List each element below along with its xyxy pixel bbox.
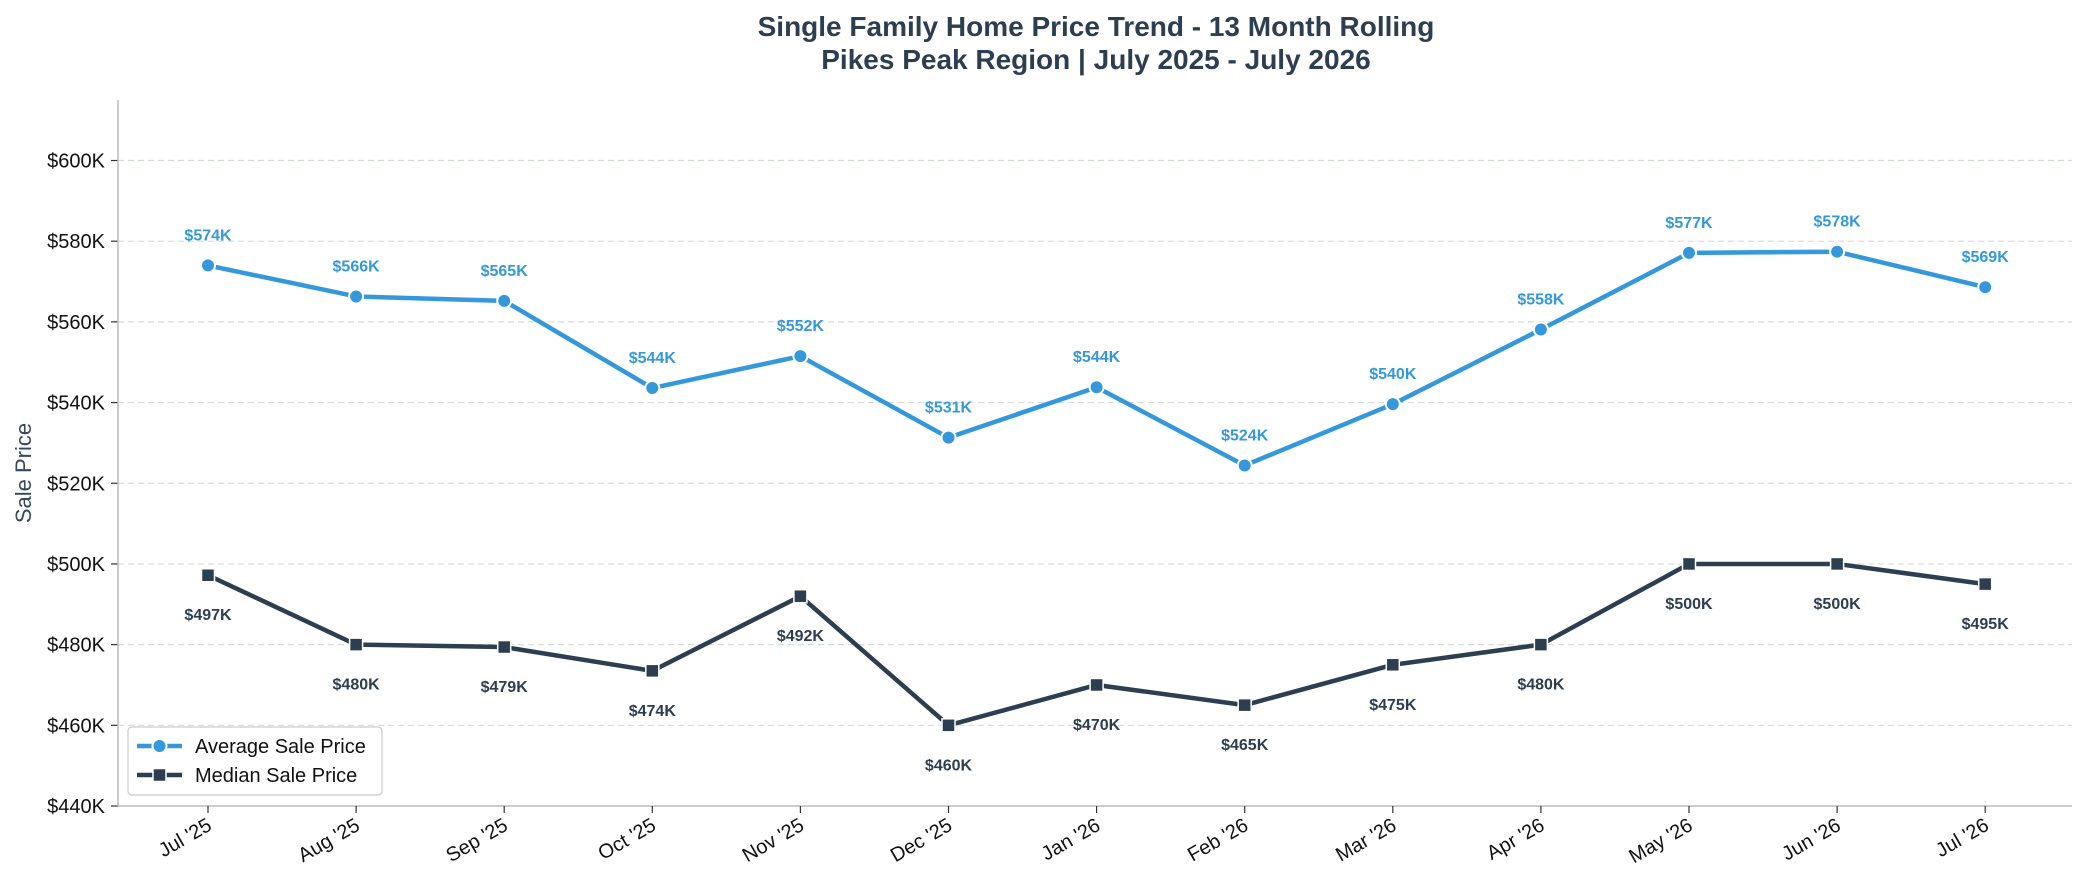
x-tick-label: Sep '25 bbox=[442, 814, 511, 867]
data-point bbox=[1236, 457, 1253, 474]
y-tick-label: $600K bbox=[47, 151, 105, 173]
y-tick-label: $500K bbox=[47, 554, 105, 576]
data-point bbox=[1385, 657, 1401, 673]
data-point bbox=[348, 637, 364, 652]
chart-title: Single Family Home Price Trend - 13 Mont… bbox=[758, 11, 1435, 42]
data-label: $577K bbox=[1665, 215, 1713, 232]
chart-subtitle: Pikes Peak Region | July 2025 - July 202… bbox=[821, 44, 1370, 75]
legend-box bbox=[127, 726, 383, 796]
data-point bbox=[496, 639, 512, 655]
data-point bbox=[1681, 556, 1697, 572]
data-label: $480K bbox=[333, 677, 381, 694]
data-label: $460K bbox=[925, 757, 973, 774]
x-tick-label: May '26 bbox=[1625, 814, 1696, 868]
data-point bbox=[1237, 697, 1252, 713]
x-tick-label: Mar '26 bbox=[1332, 814, 1400, 866]
data-point bbox=[941, 718, 956, 733]
data-point bbox=[1088, 379, 1105, 396]
data-point bbox=[792, 348, 809, 365]
data-point bbox=[940, 429, 957, 446]
data-label: $531K bbox=[925, 400, 973, 417]
x-tick-label: Oct '25 bbox=[594, 814, 659, 864]
data-point bbox=[1681, 244, 1697, 261]
data-point bbox=[1533, 637, 1549, 652]
data-point bbox=[644, 380, 661, 397]
x-tick-label: Jul '25 bbox=[155, 814, 216, 862]
data-label: $465K bbox=[1221, 737, 1269, 754]
data-point bbox=[1089, 677, 1104, 693]
grid-lines bbox=[118, 159, 2072, 726]
legend-swatch-marker bbox=[152, 767, 167, 783]
data-label: $552K bbox=[777, 318, 825, 335]
y-axis-label: Sale Price bbox=[11, 423, 36, 523]
y-tick-label: $540K bbox=[47, 393, 105, 415]
data-point bbox=[1977, 576, 1993, 592]
data-point bbox=[1977, 279, 1994, 296]
data-label: $569K bbox=[1962, 249, 2010, 266]
y-tick-label: $560K bbox=[47, 312, 105, 334]
x-tick-label: Nov '25 bbox=[739, 814, 808, 867]
data-label: $492K bbox=[777, 628, 825, 645]
x-tick-label: Jul '26 bbox=[1932, 814, 1993, 862]
data-label: $540K bbox=[1369, 366, 1417, 383]
data-label: $474K bbox=[629, 703, 677, 720]
x-tick-label: Dec '25 bbox=[887, 814, 956, 867]
data-label: $524K bbox=[1221, 428, 1269, 445]
data-point bbox=[1829, 556, 1845, 572]
legend: Average Sale Price Median Sale Price bbox=[127, 726, 383, 796]
data-label: $495K bbox=[1962, 616, 2010, 633]
data-point bbox=[200, 257, 216, 274]
legend-swatch-marker bbox=[151, 738, 168, 754]
x-tick-label: Apr '26 bbox=[1483, 814, 1548, 864]
y-tick-label: $520K bbox=[47, 473, 105, 495]
data-point bbox=[496, 292, 513, 309]
data-point bbox=[793, 588, 808, 604]
legend-label: Average Sale Price bbox=[195, 736, 366, 758]
data-point bbox=[1829, 243, 1846, 260]
data-point bbox=[200, 567, 216, 583]
data-label: $479K bbox=[481, 679, 529, 696]
data-label: $574K bbox=[184, 227, 232, 244]
data-label: $480K bbox=[1517, 677, 1565, 694]
data-point bbox=[645, 663, 660, 679]
data-label: $544K bbox=[629, 350, 677, 367]
legend-label: Median Sale Price bbox=[195, 765, 357, 787]
y-tick-label: $440K bbox=[47, 796, 105, 818]
x-tick-label: Jun '26 bbox=[1778, 814, 1844, 865]
x-tick-label: Jan '26 bbox=[1038, 814, 1104, 865]
data-label: $558K bbox=[1517, 292, 1565, 309]
data-point bbox=[348, 288, 365, 305]
data-point bbox=[1384, 396, 1401, 413]
x-tick-label: Feb '26 bbox=[1184, 814, 1252, 866]
x-tick-label: Aug '25 bbox=[294, 814, 363, 867]
series-layer bbox=[200, 243, 1994, 733]
data-label: $500K bbox=[1665, 596, 1713, 613]
data-label: $566K bbox=[333, 258, 381, 275]
y-tick-label: $580K bbox=[47, 231, 105, 253]
y-tick-label: $480K bbox=[47, 635, 105, 657]
y-tick-label: $460K bbox=[47, 715, 105, 737]
data-label: $470K bbox=[1073, 717, 1121, 734]
data-point bbox=[1532, 321, 1549, 338]
data-labels: $574K $566K $565K $544K $552K $531K $544K $524K… bbox=[184, 214, 2009, 775]
data-label: $500K bbox=[1814, 596, 1862, 613]
data-label: $578K bbox=[1814, 214, 1862, 231]
data-label: $475K bbox=[1369, 697, 1417, 714]
data-label: $497K bbox=[184, 607, 232, 624]
data-label: $544K bbox=[1073, 349, 1121, 366]
data-label: $565K bbox=[481, 263, 529, 280]
